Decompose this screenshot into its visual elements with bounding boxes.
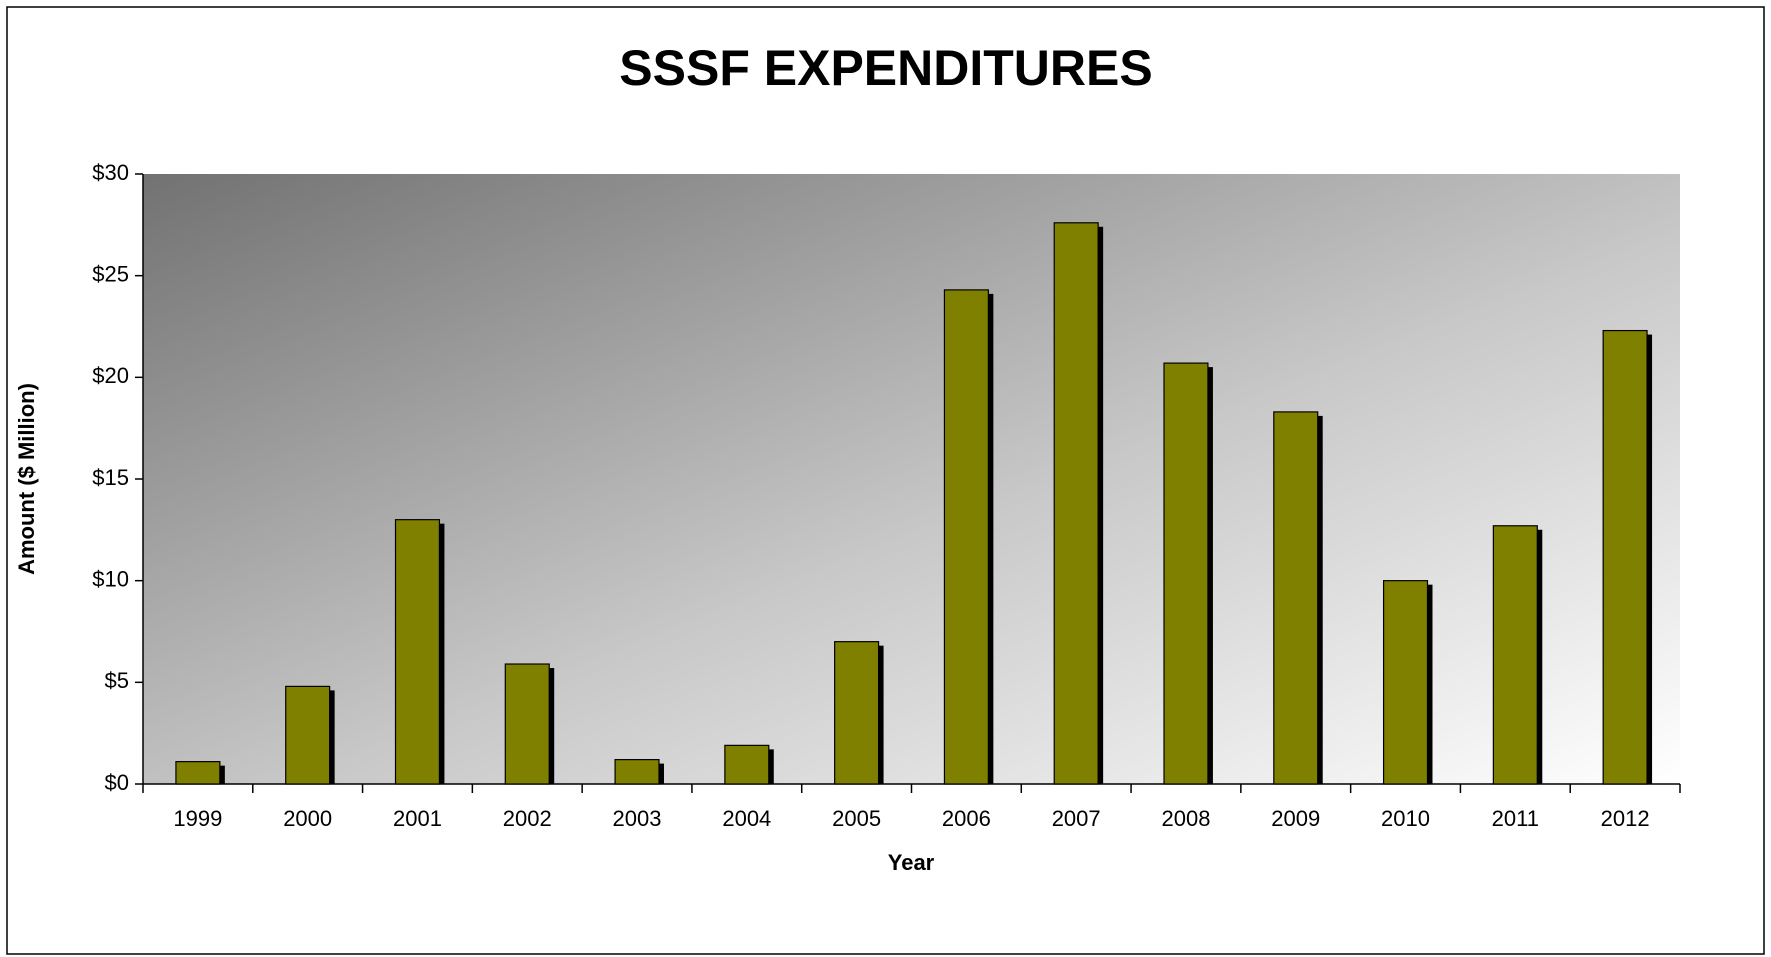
bar <box>834 641 880 785</box>
x-tick-label: 2002 <box>503 806 552 831</box>
x-tick-label: 2012 <box>1601 806 1650 831</box>
x-tick-label: 2001 <box>393 806 442 831</box>
x-tick-label: 2008 <box>1161 806 1210 831</box>
bar <box>1053 222 1099 785</box>
plot-area <box>143 174 1680 784</box>
x-tick-label: 2011 <box>1492 806 1539 831</box>
y-tick-label: $30 <box>92 160 129 185</box>
bar <box>394 519 441 785</box>
y-tick-label: $25 <box>92 261 129 286</box>
x-tick-label: 2007 <box>1052 806 1101 831</box>
y-tick-label: $10 <box>92 566 129 591</box>
bar <box>1492 525 1538 785</box>
bar <box>943 289 989 785</box>
y-tick-label: $15 <box>92 465 129 490</box>
bar <box>1273 411 1319 785</box>
x-tick-label: 2005 <box>832 806 881 831</box>
bar <box>1163 362 1209 785</box>
bar <box>285 685 331 785</box>
y-tick-label: $5 <box>105 668 129 693</box>
y-tick-label: $0 <box>105 770 129 795</box>
x-tick-label: 2003 <box>613 806 662 831</box>
bar <box>175 761 221 785</box>
x-tick-label: 2010 <box>1381 806 1430 831</box>
x-tick-label: 2009 <box>1271 806 1320 831</box>
x-tick-label: 2004 <box>722 806 771 831</box>
bar <box>614 758 660 785</box>
y-axis-label: Amount ($ Million) <box>14 383 39 575</box>
bar <box>504 663 550 785</box>
x-tick-label: 1999 <box>173 806 222 831</box>
bar <box>1382 580 1429 785</box>
x-tick-label: 2000 <box>283 806 332 831</box>
bar <box>1602 329 1648 785</box>
chart-title: SSSF EXPENDITURES <box>619 40 1152 96</box>
y-tick-label: $20 <box>92 363 129 388</box>
x-tick-label: 2006 <box>942 806 991 831</box>
bar <box>724 744 770 785</box>
x-axis-label: Year <box>888 850 935 875</box>
